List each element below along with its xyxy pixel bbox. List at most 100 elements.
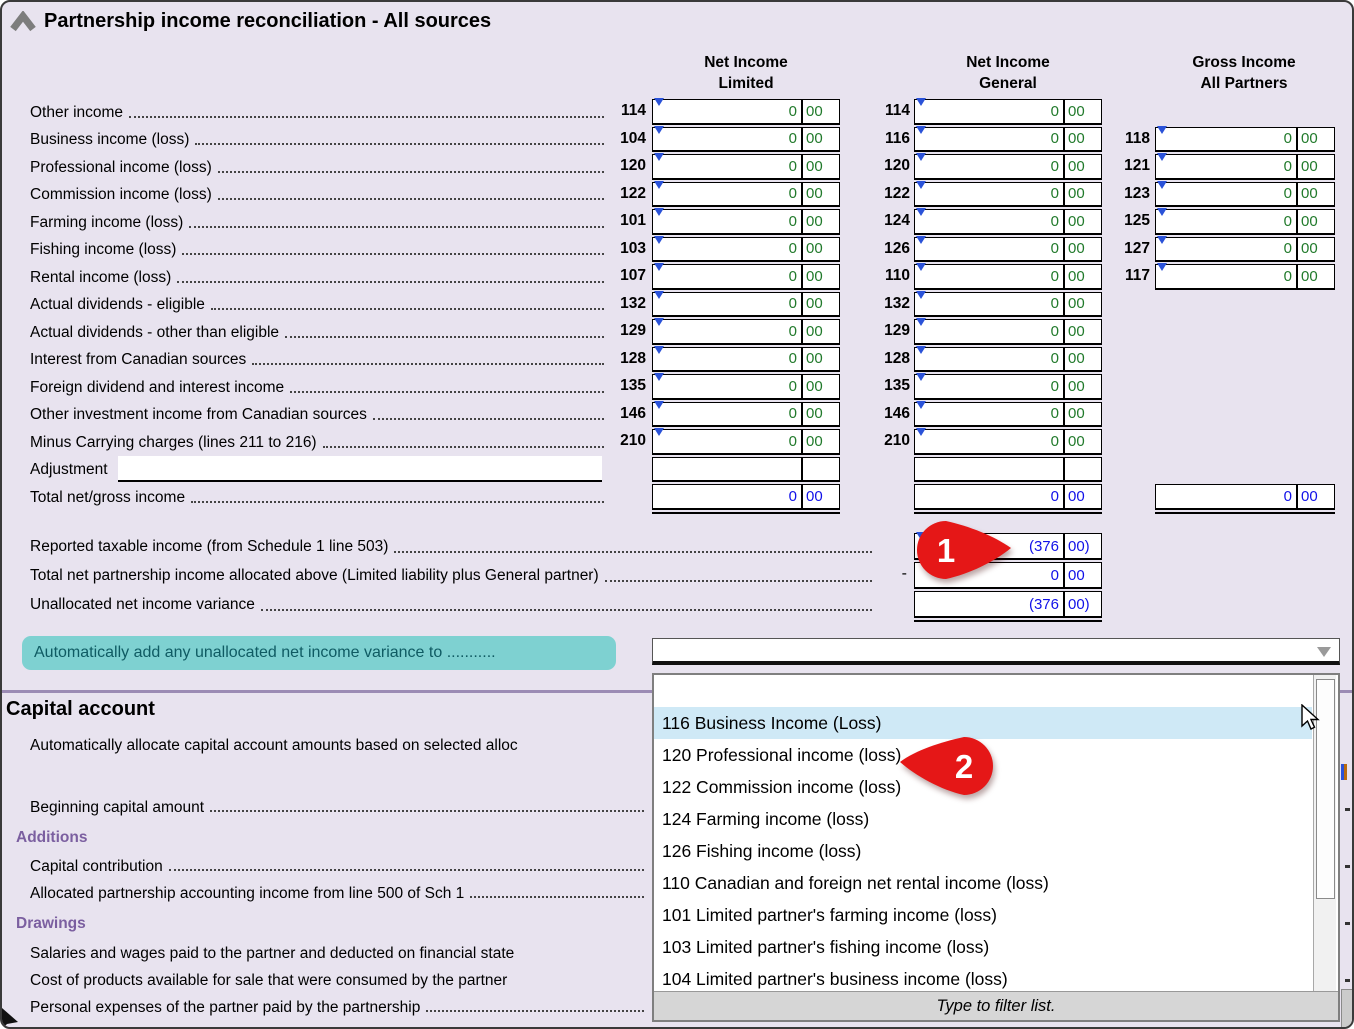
amount-field-general[interactable]: 0 00 bbox=[914, 290, 1102, 317]
amount-field-gross[interactable]: 0 00 bbox=[1155, 153, 1335, 180]
amount-field-limited[interactable]: 0 00 bbox=[652, 318, 840, 345]
cents-value: 00 bbox=[806, 212, 823, 230]
unallocated-variance-field[interactable]: (376 00) bbox=[914, 591, 1102, 622]
cents-divider bbox=[1063, 457, 1065, 480]
amount-field-gross[interactable]: 0 00 bbox=[1155, 208, 1335, 235]
field-edge-fragment bbox=[1344, 764, 1347, 780]
dollars-value: 0 bbox=[1050, 377, 1059, 395]
cents-divider bbox=[1296, 485, 1298, 508]
adjustment-field-general[interactable] bbox=[914, 456, 1102, 482]
total-field-general[interactable]: 0 00 bbox=[914, 484, 1102, 514]
dropdown-item-116-business-income[interactable]: 116 Business Income (Loss) bbox=[654, 707, 1312, 739]
amount-field-general[interactable]: 0 00 bbox=[914, 235, 1102, 262]
amount-field-limited[interactable]: 0 00 bbox=[652, 208, 840, 235]
amount-field-general[interactable]: 0 00 bbox=[914, 263, 1102, 290]
dropdown-item-101-lp-farming-income[interactable]: 101 Limited partner's farming income (lo… bbox=[662, 905, 998, 925]
total-field-gross[interactable]: 0 00 bbox=[1155, 484, 1335, 514]
dollars-value: 0 bbox=[1050, 185, 1059, 203]
amount-field-gross[interactable]: 0 00 bbox=[1155, 125, 1335, 152]
beginning-capital-row: Beginning capital amount bbox=[30, 797, 652, 819]
cents-divider bbox=[1063, 485, 1065, 508]
amount-field-general[interactable]: 0 00 bbox=[914, 153, 1102, 180]
collapse-section-icon[interactable] bbox=[10, 10, 36, 33]
cents-divider bbox=[801, 320, 803, 343]
amount-field-limited[interactable]: 0 00 bbox=[652, 153, 840, 180]
dropdown-item-blank[interactable] bbox=[654, 675, 1312, 707]
cents-divider bbox=[801, 210, 803, 233]
dropdown-item-124-farming-income[interactable]: 124 Farming income (loss) bbox=[662, 809, 870, 829]
field-code-gross bbox=[1116, 345, 1150, 373]
amount-field-general[interactable]: 0 00 bbox=[914, 208, 1102, 235]
dotted-leader-fragment bbox=[1345, 808, 1350, 811]
amount-field-gross[interactable]: 0 00 bbox=[1155, 235, 1335, 262]
field-code-general: 114 bbox=[884, 102, 910, 119]
dropdown-scrollbar[interactable] bbox=[1313, 675, 1336, 991]
field-code-limited: 120 bbox=[620, 157, 646, 174]
income-row: Fishing income (loss) 103 0 00 126 0 00 bbox=[2, 235, 1352, 262]
dropdown-item-122-commission-income[interactable]: 122 Commission income (loss) bbox=[662, 777, 902, 797]
dollars-value: 0 bbox=[788, 157, 797, 175]
field-code-gross: 123 bbox=[1124, 184, 1150, 202]
filter-hint: Type to filter list. bbox=[654, 991, 1338, 1020]
dollars-value: 0 bbox=[1283, 185, 1292, 203]
total-field-limited[interactable]: 0 00 bbox=[652, 484, 840, 514]
scrollbar-thumb[interactable] bbox=[1316, 679, 1335, 899]
dotted-leader bbox=[290, 390, 604, 393]
row-label: Total net/gross income bbox=[30, 488, 186, 506]
field-code-gross: 118 bbox=[1124, 129, 1150, 147]
chevron-down-icon[interactable] bbox=[1317, 647, 1331, 657]
amount-field-general[interactable]: 0 00 bbox=[914, 400, 1102, 427]
amount-field-limited[interactable]: 0 00 bbox=[652, 428, 840, 455]
dotted-leader-fragment bbox=[1345, 922, 1350, 925]
dotted-leader bbox=[168, 856, 644, 871]
amount-field-gross[interactable]: 0 00 bbox=[1155, 263, 1335, 290]
field-code-general: 120 bbox=[884, 157, 910, 174]
amount-field-limited[interactable]: 0 00 bbox=[652, 345, 840, 372]
dropdown-item-120-professional-income[interactable]: 120 Professional income (loss) bbox=[662, 745, 902, 765]
amount-field-general[interactable]: 0 00 bbox=[914, 180, 1102, 207]
cents-value: 00 bbox=[1301, 240, 1318, 258]
cents-value: 00) bbox=[1068, 595, 1090, 613]
dollars-value: (376 bbox=[1028, 537, 1059, 555]
amount-field-general[interactable]: 0 00 bbox=[914, 373, 1102, 400]
amount-field-limited[interactable]: 0 00 bbox=[652, 400, 840, 427]
amount-field-general[interactable]: 0 00 bbox=[914, 428, 1102, 455]
income-row: Foreign dividend and interest income 135… bbox=[2, 372, 1352, 400]
cents-divider bbox=[801, 265, 803, 288]
field-code-general: 128 bbox=[884, 349, 910, 367]
amount-field-general[interactable]: 0 00 bbox=[914, 345, 1102, 372]
amount-field-limited[interactable]: 0 00 bbox=[652, 98, 840, 125]
amount-field-limited[interactable]: 0 00 bbox=[652, 290, 840, 317]
reconciliation-section: Reported taxable income (from Schedule 1… bbox=[2, 531, 1352, 622]
cents-value: 00 bbox=[1301, 212, 1318, 230]
dropdown-item-103-lp-fishing-income[interactable]: 103 Limited partner's fishing income (lo… bbox=[662, 937, 990, 957]
cents-value: 00 bbox=[1068, 377, 1085, 395]
window-scrollbar-fragment[interactable] bbox=[1341, 989, 1352, 1027]
dropdown-item-126-fishing-income[interactable]: 126 Fishing income (loss) bbox=[662, 841, 862, 861]
cents-divider bbox=[1063, 292, 1065, 315]
amount-field-general[interactable]: 0 00 bbox=[914, 125, 1102, 152]
variance-destination-combobox[interactable] bbox=[652, 638, 1340, 665]
cents-divider bbox=[1063, 100, 1065, 123]
amount-field-general[interactable]: 0 00 bbox=[914, 318, 1102, 345]
amount-field-limited[interactable]: 0 00 bbox=[652, 180, 840, 207]
field-code-limited: 122 bbox=[620, 184, 646, 202]
amount-field-limited[interactable]: 0 00 bbox=[652, 373, 840, 400]
cents-divider bbox=[801, 127, 803, 150]
adjustment-field-limited[interactable] bbox=[652, 456, 840, 482]
minus-sign: - bbox=[901, 565, 907, 582]
amount-field-limited[interactable]: 0 00 bbox=[652, 263, 840, 290]
cost-of-products-row: Cost of products available for sale that… bbox=[30, 972, 508, 989]
dropdown-item-104-lp-business-income[interactable]: 104 Limited partner's business income (l… bbox=[662, 969, 1008, 989]
amount-field-gross[interactable]: 0 00 bbox=[1155, 180, 1335, 207]
double-underline bbox=[652, 511, 840, 514]
dropdown-item-110-rental-income[interactable]: 110 Canadian and foreign net rental inco… bbox=[662, 873, 1049, 893]
dollars-value: 0 bbox=[788, 322, 797, 340]
dollars-value: 0 bbox=[788, 432, 797, 450]
field-edge-fragment bbox=[1341, 764, 1344, 780]
amount-field-general[interactable]: 0 00 bbox=[914, 98, 1102, 125]
amount-field-limited[interactable]: 0 00 bbox=[652, 125, 840, 152]
amount-field-limited[interactable]: 0 00 bbox=[652, 235, 840, 262]
dollars-value: 0 bbox=[1050, 566, 1059, 584]
adjustment-description-input[interactable] bbox=[117, 456, 602, 482]
